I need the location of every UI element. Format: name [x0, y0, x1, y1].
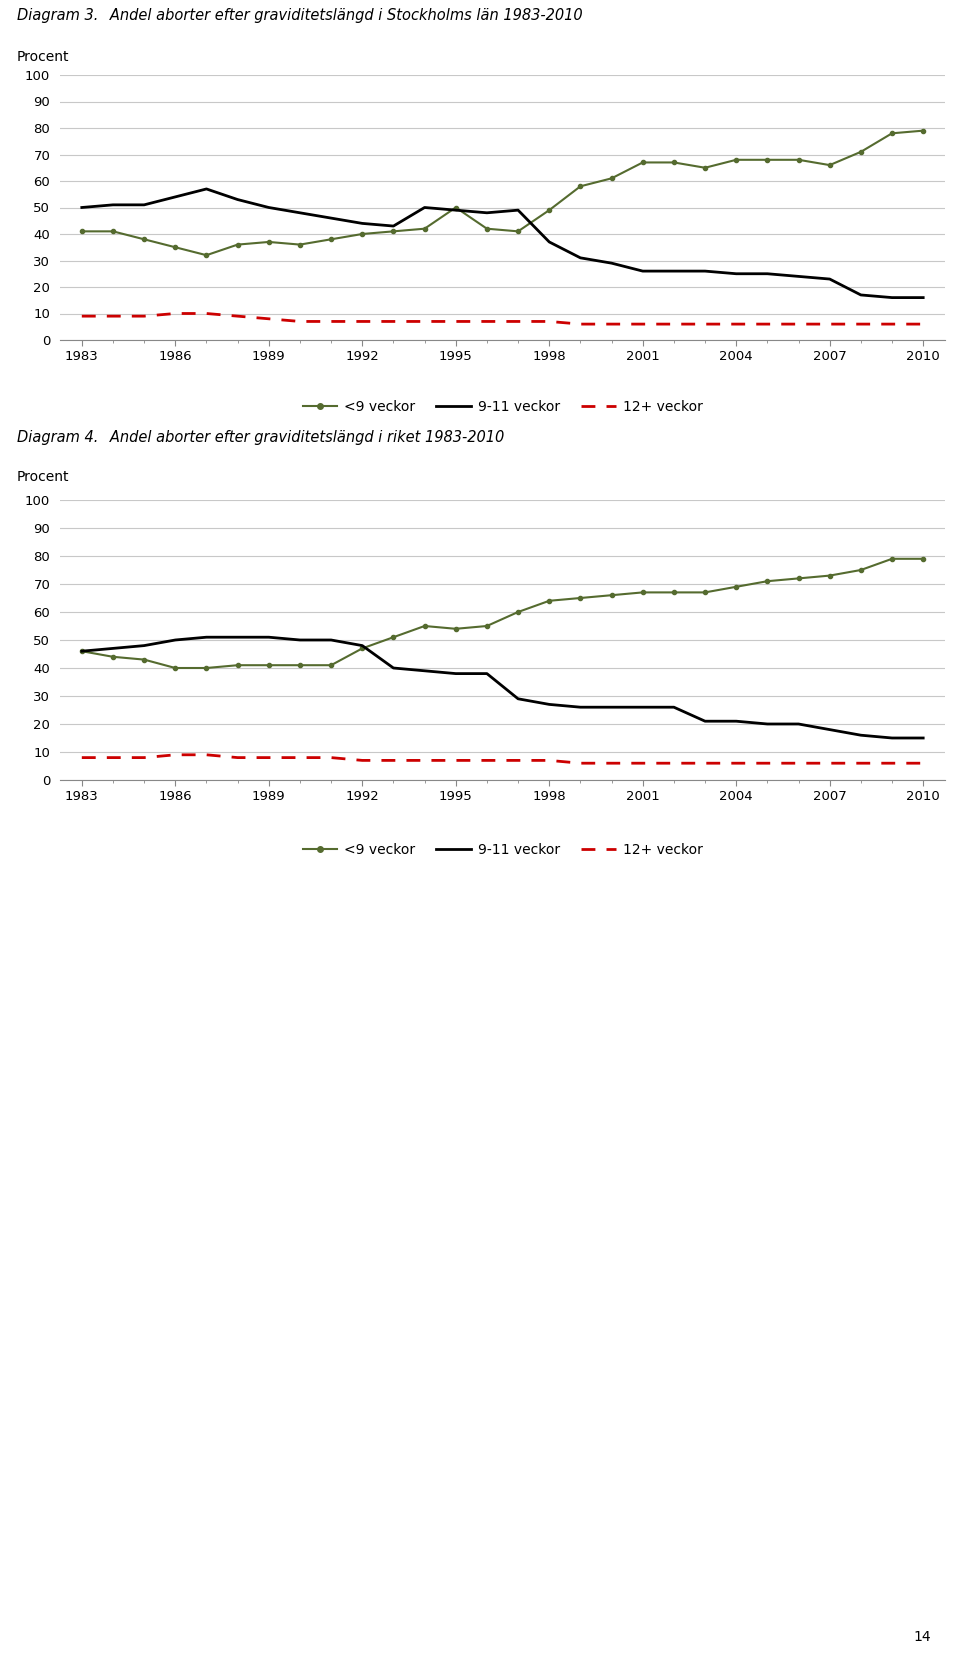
Legend: <9 veckor, 9-11 veckor, 12+ veckor: <9 veckor, 9-11 veckor, 12+ veckor: [297, 395, 708, 420]
Text: Andel aborter efter graviditetslängd i riket 1983-2010: Andel aborter efter graviditetslängd i r…: [96, 430, 504, 445]
Legend: <9 veckor, 9-11 veckor, 12+ veckor: <9 veckor, 9-11 veckor, 12+ veckor: [297, 837, 708, 862]
Text: Diagram 3.: Diagram 3.: [17, 8, 98, 23]
Text: Procent: Procent: [17, 50, 69, 65]
Text: 14: 14: [914, 1631, 931, 1644]
Text: Procent: Procent: [17, 470, 69, 483]
Text: Andel aborter efter graviditetslängd i Stockholms län 1983-2010: Andel aborter efter graviditetslängd i S…: [96, 8, 582, 23]
Text: Diagram 4.: Diagram 4.: [17, 430, 98, 445]
